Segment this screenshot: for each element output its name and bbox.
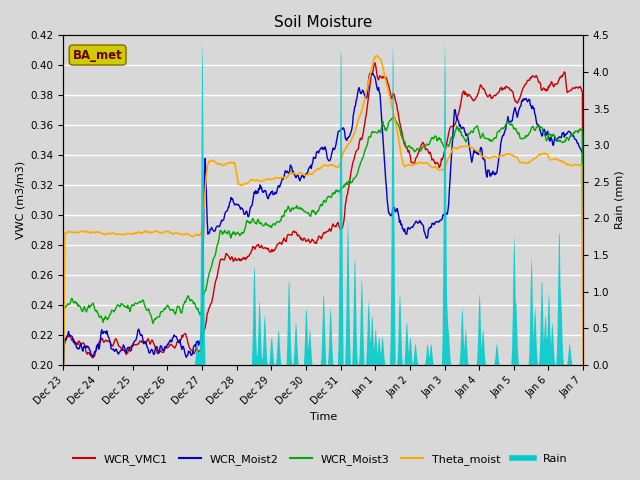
Legend: WCR_VMC1, WCR_Moist2, WCR_Moist3, Theta_moist, Rain: WCR_VMC1, WCR_Moist2, WCR_Moist3, Theta_… xyxy=(68,450,572,469)
X-axis label: Time: Time xyxy=(310,412,337,422)
Text: BA_met: BA_met xyxy=(73,48,122,61)
Title: Soil Moisture: Soil Moisture xyxy=(274,15,372,30)
Y-axis label: VWC (m3/m3): VWC (m3/m3) xyxy=(15,161,25,239)
Y-axis label: Rain (mm): Rain (mm) xyxy=(615,171,625,229)
